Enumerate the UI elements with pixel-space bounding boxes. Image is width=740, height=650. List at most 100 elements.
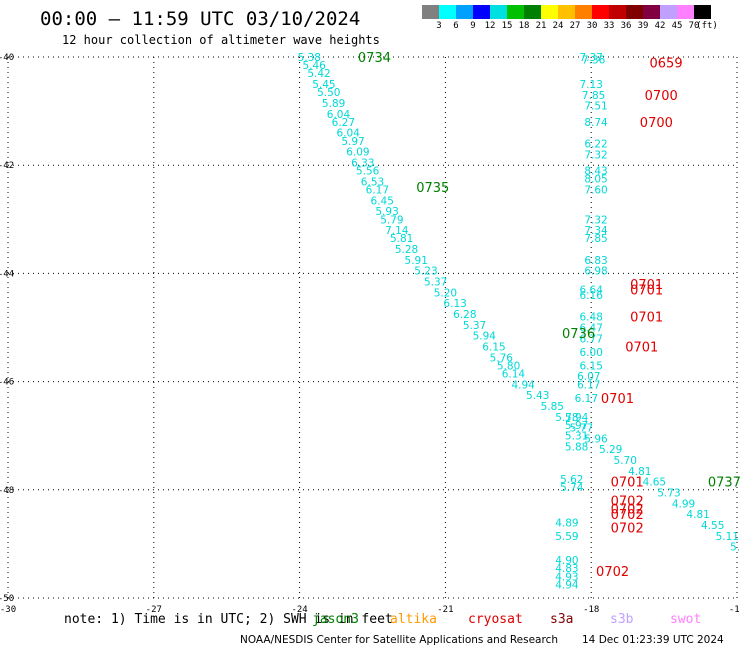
wave-height-label: 5.85 — [541, 401, 564, 413]
wave-height-label: 4.83 — [555, 563, 578, 575]
satellite-legend-s3a: s3a — [550, 612, 574, 627]
wave-height-label: 7.60 — [584, 185, 607, 197]
legend-swatch — [490, 5, 507, 19]
pass-time-label: 0736 — [562, 327, 595, 342]
wave-height-label: 5.97 — [341, 136, 364, 148]
wave-height-label: 5.78 — [555, 412, 578, 424]
wave-height-label: 4.55 — [701, 520, 724, 532]
pass-time-label: 0702 — [611, 508, 644, 523]
legend-tick-label: (ft) — [696, 21, 718, 31]
legend-swatch — [558, 5, 575, 19]
legend-tick-label: 36 — [620, 21, 632, 31]
wave-height-label: 5.48 — [545, 598, 568, 610]
lon-label: -18 — [583, 605, 599, 615]
wave-height-label: 5.37 — [463, 320, 486, 332]
wave-height-label: 5.76 — [490, 352, 514, 364]
wave-height-label: 5.43 — [526, 390, 549, 402]
map-title: 00:00 – 11:59 UTC 03/10/2024 — [40, 8, 361, 30]
wave-height-label: 5.47 — [730, 542, 740, 554]
lon-label: -27 — [146, 605, 162, 615]
wave-height-label: 4.90 — [555, 555, 578, 567]
pass-time-label: 0702 — [611, 522, 644, 537]
lon-label: -21 — [437, 605, 453, 615]
wave-height-label: 5.91 — [405, 255, 428, 267]
wave-height-label: 6.48 — [580, 312, 603, 324]
wave-height-label: 6.17 — [366, 185, 389, 197]
wave-height-label: 4.94 — [555, 579, 579, 591]
wave-height-label: 5.23 — [414, 266, 437, 278]
legend-swatch — [575, 5, 592, 19]
wave-height-label: 5.38 — [298, 52, 321, 64]
satellite-legend-s3b: s3b — [610, 612, 634, 627]
pass-time-label: 0701 — [630, 278, 663, 293]
legend-swatch — [422, 5, 439, 19]
legend-tick-label: 21 — [535, 21, 547, 31]
wave-height-label: 8.05 — [584, 174, 607, 186]
legend-swatch — [694, 5, 711, 19]
legend-tick-label: 3 — [436, 21, 442, 31]
wave-height-label: 5.56 — [356, 166, 380, 178]
legend-swatch — [677, 5, 694, 19]
legend-tick-label: 33 — [603, 21, 615, 31]
wave-height-label: 5.45 — [312, 79, 335, 91]
wave-height-label: 5.80 — [497, 360, 520, 372]
satellite-legend-jason3: jason3 — [312, 612, 359, 627]
lat-label: -48 — [0, 486, 14, 496]
wave-height-label: 6.47 — [580, 323, 603, 335]
legend-tick-label: 9 — [470, 21, 476, 31]
legend-swatch — [660, 5, 677, 19]
wave-height-label: 5.70 — [614, 455, 637, 467]
pass-time-label: 0701 — [625, 340, 658, 355]
pass-time-label: 0735 — [416, 181, 449, 196]
legend-swatch — [609, 5, 626, 19]
lat-label: -46 — [0, 378, 14, 388]
pass-time-label: 0700 — [640, 116, 673, 131]
legend-tick-label: 45 — [671, 21, 683, 31]
generation-timestamp: 14 Dec 01:23:39 UTC 2024 — [582, 634, 724, 646]
wave-height-label: 6.04 — [337, 128, 361, 140]
wave-height-label: 4.93 — [555, 571, 578, 583]
pass-time-label: 0701 — [601, 392, 634, 407]
wave-height-label: 5.81 — [390, 233, 413, 245]
lat-label: -42 — [0, 161, 14, 171]
wave-height-label: 4.81 — [686, 509, 709, 521]
wave-height-label: 6.07 — [577, 371, 600, 383]
legend-swatch — [541, 5, 558, 19]
wave-height-label: 5.31 — [565, 431, 588, 443]
wave-height-label: 6.13 — [443, 298, 466, 310]
legend-tick-label: 42 — [654, 21, 666, 31]
wave-height-label: 7.13 — [580, 79, 603, 91]
pass-time-label: 0734 — [358, 51, 391, 66]
pass-time-label: 0737 — [708, 476, 740, 491]
legend-swatch — [524, 5, 541, 19]
legend-tick-label: 30 — [586, 21, 598, 31]
wave-height-label: 4.89 — [555, 517, 578, 529]
wave-height-label: 5.97 — [565, 420, 588, 432]
legend-swatch — [456, 5, 473, 19]
legend-tick-label: 18 — [518, 21, 530, 31]
legend-tick-label: 24 — [552, 21, 564, 31]
wave-height-label: 6.00 — [580, 347, 603, 359]
wave-height-label: 5.94 — [565, 412, 589, 424]
lon-label: -24 — [291, 605, 307, 615]
wave-height-label: 5.50 — [317, 87, 340, 99]
wave-height-label: 5.74 — [560, 482, 584, 494]
wave-height-label: 5.79 — [380, 214, 403, 226]
pass-time-label: 0659 — [650, 56, 683, 71]
satellite-legend-cryosat: cryosat — [468, 612, 523, 627]
wave-height-label: 6.45 — [371, 195, 394, 207]
wave-height-label: 8.43 — [584, 166, 607, 178]
wave-height-label: 5.96 — [584, 433, 608, 445]
wave-height-label: 5.20 — [434, 287, 457, 299]
wave-height-label: 5.59 — [555, 531, 578, 543]
wave-height-label: 5.42 — [307, 68, 330, 80]
pass-time-label: 0702 — [596, 565, 629, 580]
legend-tick-label: 70 — [688, 21, 700, 31]
wave-height-label: 5.46 — [302, 60, 326, 72]
lat-label: -50 — [0, 594, 14, 604]
wave-height-label: 7.32 — [584, 149, 607, 161]
wave-height-label: 6.27 — [332, 117, 355, 129]
legend-tick-label: 27 — [569, 21, 581, 31]
wave-height-label: 5.29 — [599, 444, 622, 456]
pass-time-label: 0701 — [611, 476, 644, 491]
